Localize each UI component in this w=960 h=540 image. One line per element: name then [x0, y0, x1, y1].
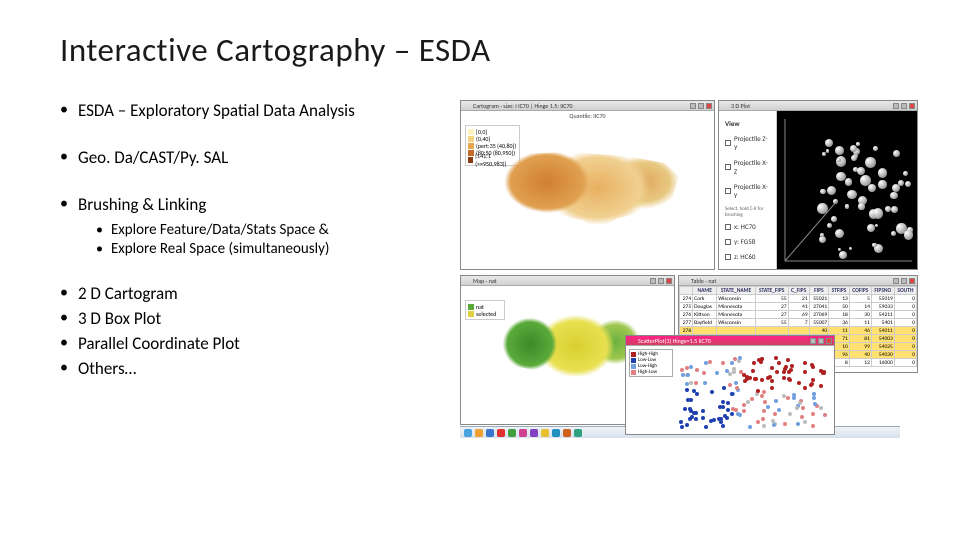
bullet-cartogram: 2 D Cartogram — [60, 283, 460, 304]
slide-title: Interactive Cartography – ESDA — [60, 30, 900, 70]
bullet-explore-real: Explore Real Space (simultaneously) — [96, 240, 460, 259]
bullet-brushing: Brushing & Linking — [60, 194, 460, 215]
window-scatter: ScatterPlot(3) Hinge=1.5 IIC70 High-High… — [625, 335, 835, 435]
bullet-list: ESDA – Exploratory Spatial Data Analysis… — [60, 100, 460, 440]
bullet-parallel: Parallel Coordinate Plot — [60, 333, 460, 354]
bullet-boxplot: 3 D Box Plot — [60, 308, 460, 329]
bullet-esda: ESDA – Exploratory Spatial Data Analysis — [60, 100, 460, 121]
window-3d-plot: 3 D Plot ViewProjectile Z-YProjectile X-… — [718, 100, 918, 270]
bullet-others: Others… — [60, 358, 460, 379]
screenshot-collage: Cartogram - size: I IC70 | Hinge 1.5: II… — [460, 100, 900, 440]
bullet-explore-feature: Explore Feature/Data/Stats Space & — [96, 221, 460, 240]
bullet-tools: Geo. Da/CAST/Py. SAL — [60, 147, 460, 168]
window-cartogram: Cartogram - size: I IC70 | Hinge 1.5: II… — [460, 100, 715, 270]
